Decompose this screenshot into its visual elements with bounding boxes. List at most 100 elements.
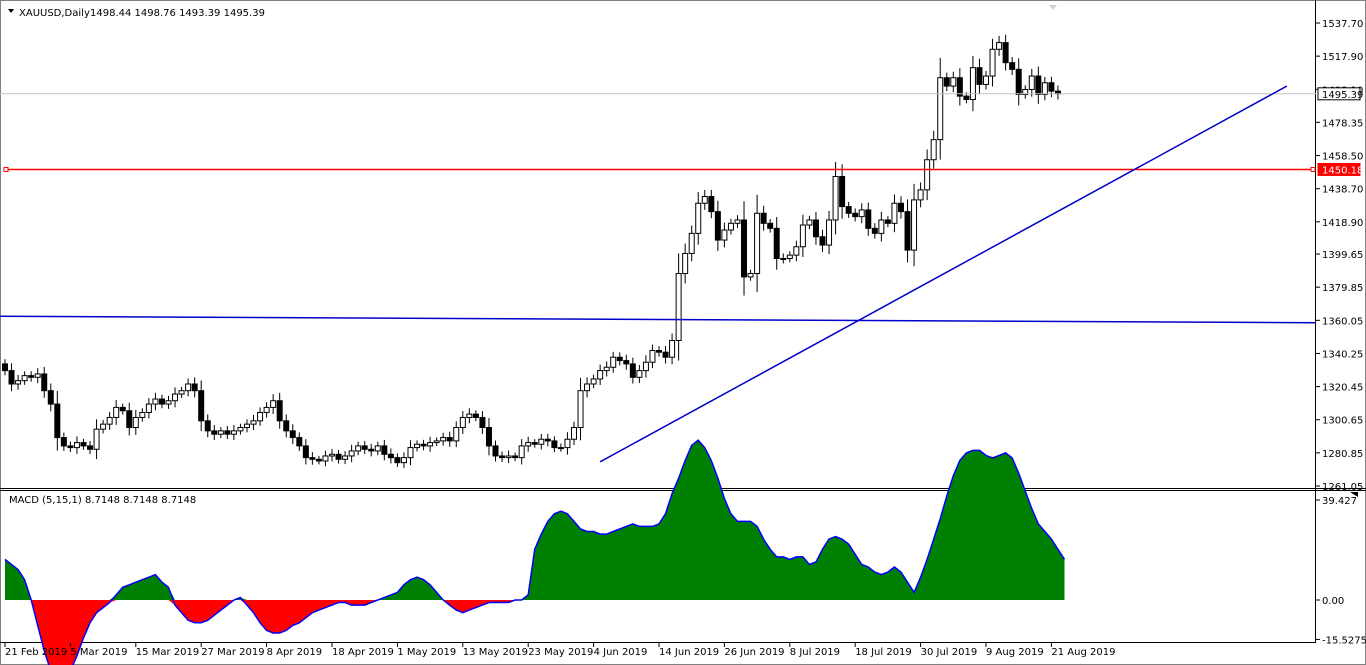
x-tick-label: 18 Apr 2019: [332, 647, 394, 658]
candle-body: [930, 139, 937, 161]
y-tick-label: 1261.05: [1322, 482, 1363, 493]
candle: [786, 251, 793, 263]
candlesticks: [2, 34, 1061, 468]
candle-body: [276, 400, 283, 422]
candle-body: [963, 95, 970, 100]
candle: [433, 437, 440, 446]
candle-body: [374, 445, 381, 452]
candle-body: [8, 370, 15, 385]
macd-title: MACD (5,15,1) 8.7148 8.7148 8.7148: [9, 495, 196, 506]
candle-body: [669, 339, 676, 358]
candle: [976, 58, 983, 94]
candle-body: [512, 455, 519, 459]
candle-body: [852, 212, 859, 218]
candle: [911, 183, 918, 267]
candle-body: [335, 453, 342, 460]
price-label-box: [1317, 162, 1361, 176]
candle: [865, 202, 872, 236]
candle-body: [858, 209, 865, 218]
scroll-marker-icon[interactable]: [1049, 5, 1057, 10]
candle-body: [387, 453, 394, 459]
candle-body: [100, 423, 107, 430]
candle-body: [355, 445, 362, 452]
candle: [832, 162, 839, 235]
candle: [1022, 85, 1029, 99]
candle: [760, 205, 767, 231]
candle: [47, 383, 54, 412]
x-tick-label: 13 May 2019: [463, 647, 528, 658]
x-tick-label: 9 Aug 2019: [986, 647, 1044, 658]
y-tick-label: 1280.85: [1322, 449, 1363, 460]
x-tick-label: 5 Mar 2019: [70, 647, 127, 658]
candle-body: [139, 411, 146, 418]
candle: [394, 453, 401, 467]
candle: [714, 200, 721, 251]
x-tick-label: 21 Feb 2019: [5, 647, 67, 658]
candle: [93, 419, 100, 460]
candle: [178, 386, 185, 398]
drawn-lines[interactable]: [0, 85, 1317, 463]
candle-body: [884, 219, 891, 224]
candle: [2, 359, 8, 376]
y-tick-label: 1478.35: [1322, 118, 1363, 129]
candle: [616, 352, 623, 366]
candle-body: [414, 443, 421, 449]
macd-histogram: [4, 439, 1066, 665]
candle: [368, 443, 375, 457]
candle-body: [106, 416, 113, 425]
candle: [839, 164, 846, 219]
y-tick-label: 1300.65: [1322, 416, 1363, 427]
candle: [21, 371, 28, 385]
chart-menu-triangle-icon[interactable]: [8, 9, 14, 13]
candle-body: [15, 380, 22, 385]
candle: [1028, 68, 1035, 97]
candle-body: [400, 457, 407, 464]
candle: [335, 450, 342, 464]
candle-body: [610, 356, 617, 368]
candle-body: [845, 206, 852, 214]
candle: [597, 364, 604, 385]
candle: [557, 443, 564, 452]
candle: [73, 436, 80, 454]
candle: [871, 223, 878, 239]
candle-body: [204, 420, 211, 432]
candle-body: [917, 189, 924, 201]
candle: [230, 425, 237, 441]
candle: [917, 182, 924, 208]
candle: [727, 218, 734, 235]
candle: [793, 240, 800, 262]
candle: [80, 438, 87, 450]
candle: [8, 363, 15, 392]
candle-body: [662, 351, 669, 358]
candle-body: [806, 219, 813, 226]
candle-body: [714, 211, 721, 241]
candle: [826, 210, 833, 255]
candle-body: [989, 48, 996, 77]
candle: [492, 440, 499, 462]
candle-body: [760, 212, 767, 224]
candle: [243, 419, 250, 433]
candle-body: [819, 236, 826, 246]
candle-body: [518, 445, 525, 459]
candle: [329, 448, 335, 462]
horizontal-trend-line: [0, 315, 1317, 324]
candle-body: [446, 437, 453, 442]
candle: [1009, 57, 1016, 75]
candle-body: [584, 383, 591, 392]
candle-body: [113, 406, 120, 418]
candle: [1015, 58, 1022, 106]
candle: [924, 149, 931, 201]
candle: [538, 434, 545, 450]
candle: [211, 425, 218, 441]
candle: [969, 56, 976, 112]
candle: [701, 189, 708, 210]
candle-body: [649, 350, 656, 363]
candle-body: [172, 393, 179, 402]
candle-body: [250, 420, 257, 425]
candle-body: [433, 440, 440, 444]
candle: [126, 402, 133, 436]
candle: [309, 452, 316, 465]
candle: [780, 253, 787, 264]
